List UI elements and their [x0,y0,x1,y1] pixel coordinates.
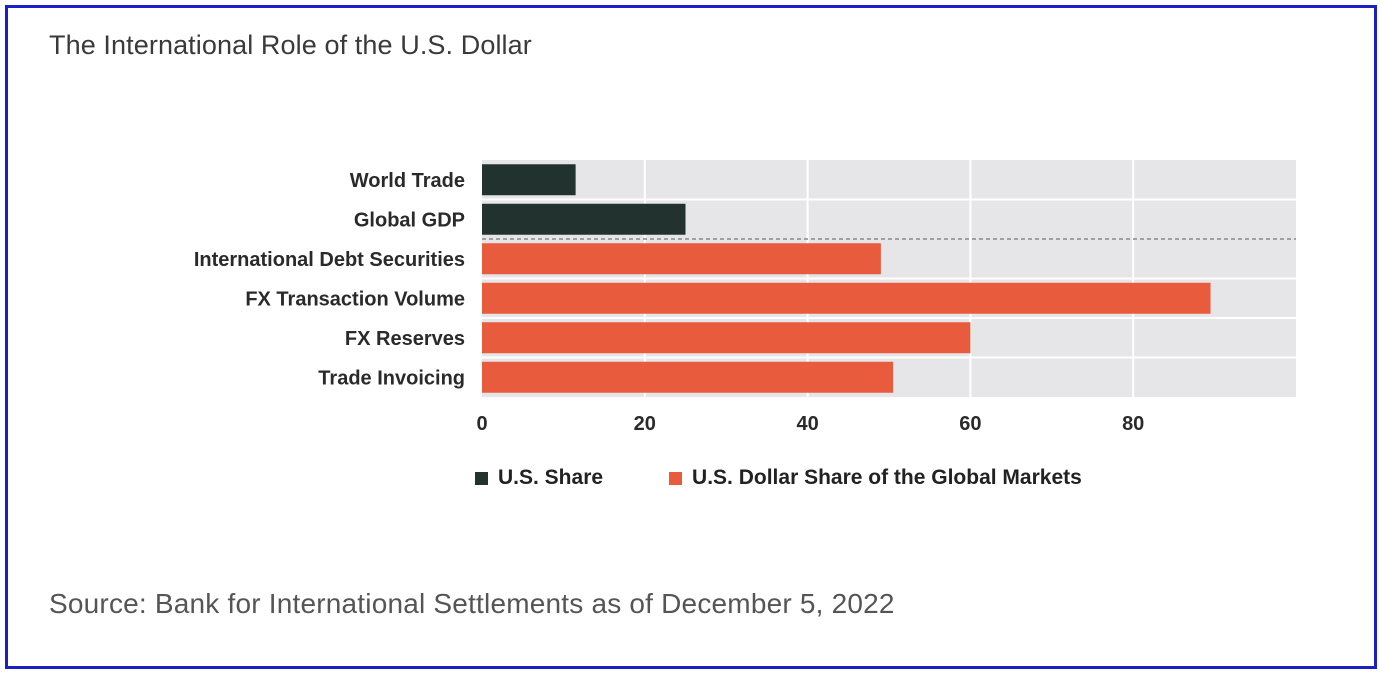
category-label-global-gdp: Global GDP [354,209,465,231]
x-tick-label-80: 80 [1122,413,1144,435]
legend-item-us-share: U.S. Share [475,466,603,490]
category-label-world-trade: World Trade [350,170,465,192]
bar-global-gdp [482,203,686,235]
legend-label-us-share: U.S. Share [498,466,604,489]
x-tick-label-0: 0 [476,413,487,435]
bar-fx-transaction-volume [482,282,1211,314]
legend-swatch-us-share [475,471,488,485]
bar-fx-reserves [482,322,971,354]
category-label-fx-reserves: FX Reserves [345,328,465,350]
source-note: Source: Bank for International Settlemen… [49,588,895,619]
legend-label-usd-share: U.S. Dollar Share of the Global Markets [692,466,1082,489]
category-label-international-debt-securities: International Debt Securities [194,249,465,271]
category-label-trade-invoicing: Trade Invoicing [318,367,465,389]
bar-trade-invoicing [482,361,894,393]
x-tick-label-40: 40 [796,413,818,435]
legend: U.S. Share U.S. Dollar Share of the Glob… [475,466,1148,490]
chart-title: The International Role of the U.S. Dolla… [49,30,532,60]
x-tick-label-60: 60 [959,413,981,435]
legend-item-usd-share: U.S. Dollar Share of the Global Markets [669,466,1082,490]
bar-world-trade [482,164,576,196]
x-tick-label-20: 20 [634,413,656,435]
legend-swatch-usd-share [669,471,683,485]
category-label-fx-transaction-volume: FX Transaction Volume [245,288,465,310]
bar-international-debt-securities [482,243,881,275]
